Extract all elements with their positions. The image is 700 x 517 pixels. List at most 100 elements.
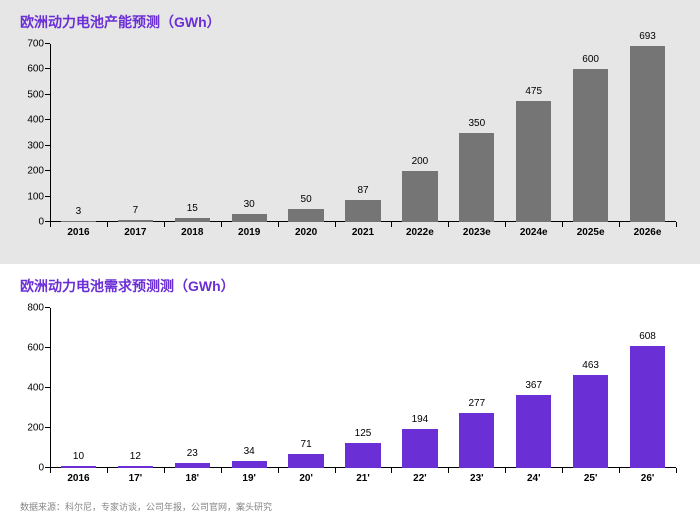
bar xyxy=(61,466,96,468)
x-tick-label: 20' xyxy=(299,473,313,484)
bar-value-label: 12 xyxy=(130,451,141,462)
x-tick-mark xyxy=(505,222,506,227)
y-tick-label: 500 xyxy=(27,89,44,100)
chart-panel: 欧洲动力电池产能预测（GWh）0100200300400500600700320… xyxy=(0,0,700,264)
chart-plot-area: 0100200300400500600700320167201715201830… xyxy=(50,44,676,222)
y-tick-label: 100 xyxy=(27,191,44,202)
x-tick-mark xyxy=(164,468,165,473)
x-tick-label: 2020 xyxy=(295,227,317,238)
x-tick-mark xyxy=(164,222,165,227)
bar-value-label: 350 xyxy=(468,118,485,129)
x-tick-mark xyxy=(505,468,506,473)
y-tick-label: 400 xyxy=(27,383,44,394)
x-tick-label: 19' xyxy=(242,473,256,484)
x-tick-mark xyxy=(619,222,620,227)
bar xyxy=(288,454,323,468)
x-tick-label: 2019 xyxy=(238,227,260,238)
x-tick-mark xyxy=(278,222,279,227)
y-tick-label: 0 xyxy=(38,217,44,228)
x-tick-mark xyxy=(278,468,279,473)
bar xyxy=(118,220,153,222)
x-tick-mark xyxy=(335,468,336,473)
bar xyxy=(232,214,267,222)
x-tick-label: 18' xyxy=(186,473,200,484)
x-tick-mark xyxy=(335,222,336,227)
x-tick-mark xyxy=(562,468,563,473)
bar-value-label: 693 xyxy=(639,31,656,42)
y-tick-label: 700 xyxy=(27,39,44,50)
x-tick-label: 22' xyxy=(413,473,427,484)
x-tick-label: 2026e xyxy=(634,227,662,238)
x-tick-label: 23' xyxy=(470,473,484,484)
x-tick-mark xyxy=(50,222,51,227)
bar xyxy=(459,133,494,222)
bar xyxy=(516,395,551,468)
bar-value-label: 34 xyxy=(244,446,255,457)
x-tick-mark xyxy=(619,468,620,473)
x-tick-label: 24' xyxy=(527,473,541,484)
x-tick-mark xyxy=(107,468,108,473)
bar-value-label: 71 xyxy=(301,439,312,450)
chart-title: 欧洲动力电池需求预测测（GWh） xyxy=(20,276,235,296)
bar xyxy=(630,346,665,468)
bar xyxy=(175,218,210,222)
x-tick-label: 26' xyxy=(641,473,655,484)
x-tick-label: 2022e xyxy=(406,227,434,238)
x-tick-label: 2017 xyxy=(124,227,146,238)
x-tick-mark xyxy=(391,468,392,473)
x-tick-label: 2016 xyxy=(67,473,89,484)
bar-value-label: 125 xyxy=(355,428,372,439)
bar-value-label: 367 xyxy=(525,380,542,391)
x-tick-mark xyxy=(50,468,51,473)
bar-value-label: 50 xyxy=(301,194,312,205)
x-tick-label: 2018 xyxy=(181,227,203,238)
y-tick-label: 0 xyxy=(38,463,44,474)
x-tick-label: 2023e xyxy=(463,227,491,238)
bar-value-label: 30 xyxy=(244,199,255,210)
bar-value-label: 608 xyxy=(639,331,656,342)
bar-value-label: 7 xyxy=(133,205,139,216)
bar-value-label: 475 xyxy=(525,86,542,97)
x-tick-label: 2016 xyxy=(67,227,89,238)
bar xyxy=(345,200,380,222)
chart-panel: 欧洲动力电池需求预测测（GWh）02004006008001020161217'… xyxy=(0,264,700,500)
bar-value-label: 87 xyxy=(357,185,368,196)
bar xyxy=(175,463,210,468)
x-tick-label: 17' xyxy=(129,473,143,484)
bar xyxy=(232,461,267,468)
x-tick-label: 2021 xyxy=(352,227,374,238)
bar-value-label: 194 xyxy=(412,414,429,425)
x-tick-mark xyxy=(221,468,222,473)
x-tick-mark xyxy=(221,222,222,227)
bar xyxy=(61,221,96,222)
x-tick-mark xyxy=(676,222,677,227)
y-tick-label: 200 xyxy=(27,423,44,434)
chart-title: 欧洲动力电池产能预测（GWh） xyxy=(20,12,221,32)
bar xyxy=(345,443,380,468)
y-tick-label: 400 xyxy=(27,115,44,126)
bar xyxy=(459,413,494,468)
x-tick-mark xyxy=(448,222,449,227)
bar xyxy=(516,101,551,222)
bar-value-label: 600 xyxy=(582,54,599,65)
x-tick-mark xyxy=(107,222,108,227)
x-tick-mark xyxy=(676,468,677,473)
bar xyxy=(573,375,608,468)
bar-value-label: 200 xyxy=(412,156,429,167)
bar xyxy=(118,466,153,468)
x-tick-mark xyxy=(391,222,392,227)
y-tick-label: 600 xyxy=(27,343,44,354)
x-tick-label: 25' xyxy=(584,473,598,484)
y-tick-label: 200 xyxy=(27,166,44,177)
bar-value-label: 23 xyxy=(187,448,198,459)
bar-value-label: 3 xyxy=(76,206,82,217)
x-tick-label: 2024e xyxy=(520,227,548,238)
bar-value-label: 277 xyxy=(468,398,485,409)
bar xyxy=(402,429,437,468)
x-tick-mark xyxy=(562,222,563,227)
x-tick-label: 2025e xyxy=(577,227,605,238)
x-tick-label: 21' xyxy=(356,473,370,484)
y-axis-line xyxy=(50,308,51,468)
bar-value-label: 463 xyxy=(582,360,599,371)
bar xyxy=(402,171,437,222)
